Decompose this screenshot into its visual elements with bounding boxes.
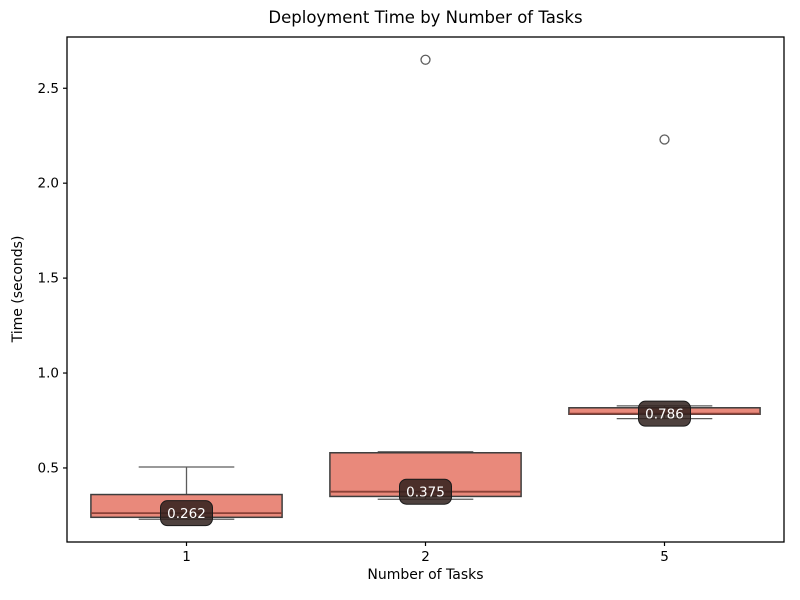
median-annotation-label: 0.262 [167,506,206,522]
median-annotation-box [160,500,213,527]
y-axis-label: Time (seconds) [10,235,26,343]
median-annotation-box [399,478,452,505]
x-axis-label: Number of Tasks [367,567,484,583]
median-annotation-box [638,400,691,427]
y-tick-label: 1.0 [38,366,59,382]
median-annotation-label: 0.786 [645,406,684,422]
outlier-point [659,134,670,145]
y-tick-label: 0.5 [38,460,59,476]
y-tick-label: 2.0 [38,176,59,192]
x-tick-label: 2 [421,549,430,565]
median-annotation-label: 0.375 [406,484,445,500]
chart-title: Deployment Time by Number of Tasks [268,8,583,27]
y-tick-label: 2.5 [38,81,59,97]
y-tick-label: 1.5 [38,271,59,287]
x-tick-label: 1 [182,549,191,565]
outlier-point [420,54,431,65]
x-tick-label: 5 [660,549,669,565]
